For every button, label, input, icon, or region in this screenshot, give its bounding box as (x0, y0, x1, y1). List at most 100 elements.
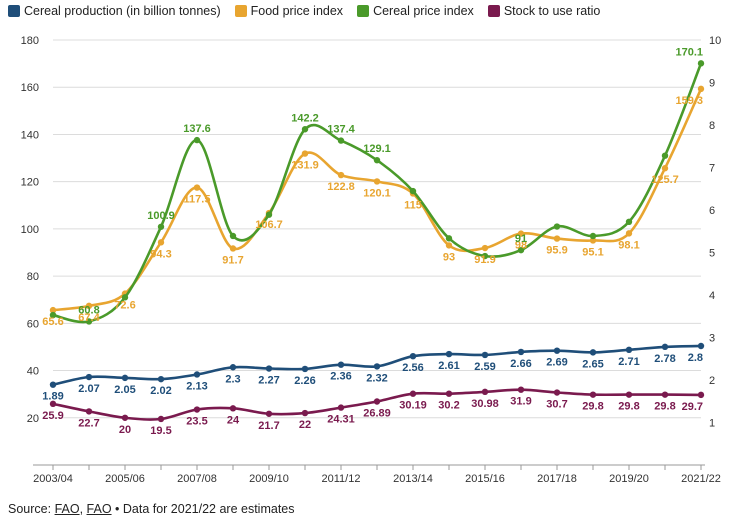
line-chart: 20 40 60 80 100 120 140 160 180 1 2 3 4 5 6 7 8 9 10 2003/0… (21, 35, 722, 485)
data-point-cereal-price-index (517, 246, 525, 254)
data-point-cereal-price-index (265, 211, 273, 218)
data-point-food-price-index (697, 85, 705, 93)
x-tick-label: 2017/18 (537, 473, 577, 485)
data-label-food-price-index: 120.1 (363, 187, 391, 199)
legend-label-cereal-price-index: Cereal price index (373, 4, 474, 18)
data-point-cereal-price-index (193, 136, 201, 144)
data-point-cereal-production (229, 364, 237, 371)
data-point-food-price-index (553, 235, 561, 242)
data-point-stock-to-use-ratio (481, 388, 489, 396)
data-point-cereal-price-index (85, 318, 93, 325)
data-label-stock-to-use-ratio: 26.89 (363, 408, 391, 420)
x-tick-label: 2007/08 (177, 473, 217, 485)
x-tick-label: 2011/12 (322, 473, 361, 485)
data-point-stock-to-use-ratio (517, 386, 525, 393)
legend-swatch-food-price-index (234, 5, 247, 17)
data-label-cereal-production: 2.32 (366, 372, 387, 384)
data-label-stock-to-use-ratio: 22.7 (78, 417, 99, 429)
data-point-food-price-index (373, 178, 381, 185)
data-label-food-price-index: 106.7 (255, 219, 283, 231)
data-label-cereal-production: 2.02 (150, 385, 171, 397)
y-right-tick-label: 1 (709, 418, 715, 430)
data-label-cereal-price-index: 100.9 (147, 210, 175, 222)
data-label-food-price-index: 115 (404, 199, 422, 211)
source-link-fao-2[interactable]: FAO (86, 502, 112, 516)
data-label-stock-to-use-ratio: 25.9 (42, 410, 63, 422)
data-point-cereal-production (553, 347, 561, 354)
x-tick-label: 2013/14 (393, 473, 433, 485)
data-point-stock-to-use-ratio (553, 389, 561, 396)
data-label-cereal-production: 2.05 (114, 384, 135, 396)
y-left-tick-label: 20 (27, 413, 39, 425)
source-note: Source: FAO, FAO • Data for 2021/22 are … (8, 502, 295, 516)
data-point-cereal-production (301, 365, 309, 373)
y-left-tick-label: 80 (27, 271, 39, 283)
data-point-cereal-price-index (625, 218, 633, 226)
x-tick-label: 2021/22 (681, 473, 721, 485)
legend-swatch-cereal-production (8, 5, 20, 17)
y-right-tick-label: 6 (709, 205, 715, 217)
data-point-cereal-production (661, 343, 669, 351)
data-label-stock-to-use-ratio: 30.2 (438, 400, 459, 412)
data-label-stock-to-use-ratio: 30.19 (399, 400, 427, 412)
y-left-tick-label: 100 (21, 224, 39, 236)
data-label-cereal-production: 2.3 (225, 373, 240, 385)
data-label-stock-to-use-ratio: 30.98 (471, 398, 499, 410)
data-point-cereal-production (625, 346, 633, 354)
data-point-food-price-index (157, 239, 165, 246)
data-label-stock-to-use-ratio: 31.9 (510, 396, 531, 408)
data-label-stock-to-use-ratio: 21.7 (258, 420, 279, 432)
data-point-stock-to-use-ratio (337, 404, 345, 411)
source-link-fao-1[interactable]: FAO (54, 502, 80, 516)
data-label-cereal-price-index: 60.8 (78, 304, 99, 316)
data-point-stock-to-use-ratio (121, 414, 129, 421)
data-label-stock-to-use-ratio: 19.5 (150, 425, 171, 437)
x-tick-label: 2009/10 (249, 473, 289, 485)
data-label-stock-to-use-ratio: 20 (119, 424, 131, 436)
data-point-food-price-index (517, 230, 525, 237)
data-label-stock-to-use-ratio: 24 (227, 414, 240, 426)
legend-item-food-price-index[interactable]: Food price index (234, 4, 343, 18)
y-right-tick-label: 3 (709, 333, 715, 345)
data-label-food-price-index: 159.3 (675, 95, 703, 107)
data-label-cereal-price-index: 137.6 (183, 123, 211, 135)
data-label-food-price-index: 95.9 (546, 245, 567, 257)
data-label-food-price-index: 98.1 (618, 239, 639, 251)
x-tick-label: 2003/04 (33, 473, 73, 485)
data-label-stock-to-use-ratio: 30.7 (546, 399, 567, 411)
data-label-cereal-price-index: 91 (515, 233, 527, 245)
data-label-cereal-production: 2.13 (186, 380, 207, 392)
data-label-cereal-price-index: 137.4 (327, 124, 355, 136)
data-point-food-price-index (85, 302, 93, 310)
data-label-cereal-production: 1.89 (42, 391, 63, 403)
data-point-cereal-production (193, 371, 201, 378)
data-point-food-price-index (625, 230, 633, 237)
data-label-food-price-index: 65.6 (42, 316, 63, 328)
data-point-cereal-production (373, 363, 381, 370)
data-label-cereal-production: 2.78 (654, 353, 675, 365)
data-point-stock-to-use-ratio (661, 391, 669, 398)
legend-item-cereal-production[interactable]: Cereal production (in billion tonnes) (8, 4, 221, 18)
y-right-tick-label: 7 (709, 163, 715, 175)
data-label-cereal-production: 2.27 (258, 375, 279, 387)
data-label-stock-to-use-ratio: 29.8 (654, 401, 675, 413)
data-point-cereal-price-index (157, 223, 165, 230)
y-right-tick-label: 4 (709, 290, 715, 302)
data-point-cereal-production (697, 342, 705, 350)
data-point-cereal-price-index (445, 235, 453, 242)
source-suffix: • Data for 2021/22 are estimates (111, 502, 295, 516)
data-point-stock-to-use-ratio (157, 415, 165, 423)
data-point-stock-to-use-ratio (445, 390, 453, 397)
data-point-stock-to-use-ratio (85, 408, 93, 415)
data-label-cereal-production: 2.56 (402, 362, 423, 374)
y-right-tick-label: 2 (709, 375, 715, 387)
data-point-food-price-index (49, 306, 57, 314)
y-right-tick-label: 9 (709, 78, 715, 90)
data-point-cereal-production (517, 348, 525, 356)
data-label-cereal-production: 2.36 (330, 371, 351, 383)
legend-item-cereal-price-index[interactable]: Cereal price index (357, 4, 474, 18)
data-label-cereal-production: 2.71 (618, 356, 639, 368)
x-tick-label: 2005/06 (105, 473, 145, 485)
y-left-tick-label: 120 (21, 177, 39, 189)
legend-item-stock-to-use-ratio[interactable]: Stock to use ratio (487, 4, 600, 18)
